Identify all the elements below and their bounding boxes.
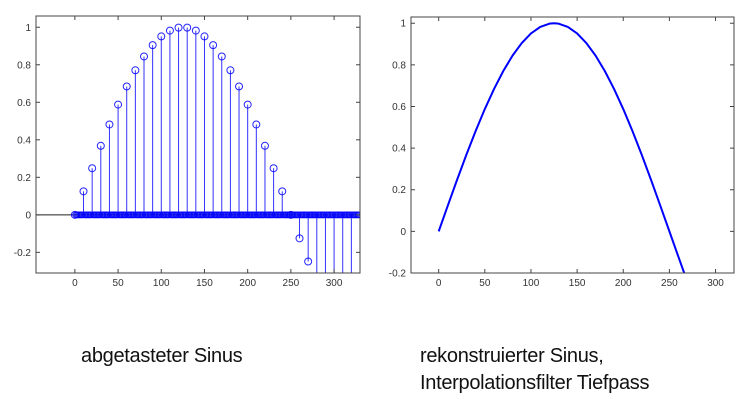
- x-tick-label: 200: [615, 278, 632, 289]
- plot-area: [437, 22, 686, 273]
- x-tick-label: 50: [113, 278, 125, 289]
- y-tick-label: 0.8: [392, 60, 406, 71]
- stem-marker: [331, 322, 338, 329]
- stem-marker: [339, 340, 346, 347]
- stem-marker: [295, 234, 304, 243]
- stem-marker: [200, 32, 209, 41]
- axes-box: [35, 15, 361, 274]
- stem-marker: [348, 356, 355, 363]
- x-tick-label: 150: [196, 278, 213, 289]
- y-tick-label: 0.6: [17, 98, 31, 109]
- stem-marker: [260, 141, 269, 150]
- x-tick-label: 200: [239, 278, 256, 289]
- stem-marker: [114, 100, 123, 109]
- plot-1: 0 50 100 150 200 250 300 -0.2 0 0.2 0.4 0.6 0.8 1: [14, 15, 364, 377]
- y-tick-label: 1: [400, 19, 406, 30]
- stem-marker: [226, 66, 235, 75]
- stem-marker: [217, 52, 226, 61]
- stem-marker: [252, 120, 261, 129]
- stem-marker: [148, 41, 157, 50]
- x-tick-label: 50: [479, 278, 491, 289]
- stem-marker: [235, 82, 244, 91]
- plot-area: [36, 23, 364, 377]
- stem-marker: [88, 164, 97, 173]
- x-tick-label: 300: [326, 278, 343, 289]
- stem-marker: [183, 23, 192, 32]
- caption-sampled-sine: abgetasteter Sinus: [81, 345, 243, 367]
- stem-marker: [269, 164, 278, 173]
- x-tick-label: 0: [72, 278, 78, 289]
- x-tick-label: 250: [283, 278, 300, 289]
- stem-marker: [209, 41, 218, 50]
- stem-marker: [70, 210, 79, 219]
- y-tick-label: 0.4: [17, 135, 31, 146]
- axes-box: [410, 16, 735, 274]
- stem-marker: [174, 23, 183, 32]
- stem-marker: [122, 82, 131, 91]
- x-tick-label: 300: [707, 278, 724, 289]
- y-tick-label: -0.2: [14, 248, 32, 259]
- x-tick-label: 250: [661, 278, 678, 289]
- caption-interpolation-filter: Interpolationsfilter Tiefpass: [420, 372, 650, 394]
- y-tick-label: 0.2: [17, 173, 31, 184]
- y-tick-label: 0: [25, 210, 31, 221]
- stem-marker: [79, 187, 88, 196]
- stem-marker: [357, 370, 364, 377]
- y-tick-label: 1: [25, 23, 31, 34]
- stem-marker: [140, 52, 148, 61]
- y-tick-label: 0.4: [392, 144, 406, 155]
- stem-marker: [322, 302, 329, 309]
- stem-marker: [278, 187, 287, 196]
- stem-marker: [304, 257, 313, 266]
- stem-marker: [105, 120, 114, 129]
- y-tick-label: -0.2: [389, 269, 407, 280]
- stem-marker: [286, 210, 295, 219]
- y-tick-label: 0: [400, 227, 406, 238]
- y-tick-label: 0.8: [17, 60, 31, 71]
- caption-reconstructed-sine: rekonstruierter Sinus,: [420, 345, 604, 367]
- y-tick-label: 0.2: [392, 185, 406, 196]
- stem-marker: [157, 32, 166, 41]
- reconstructed-line: [437, 22, 686, 273]
- x-tick-label: 150: [569, 278, 586, 289]
- x-tick-label: 100: [523, 278, 540, 289]
- y-tick-label: 0.6: [392, 102, 406, 113]
- stem-marker: [191, 26, 200, 35]
- x-tick-label: 100: [153, 278, 170, 289]
- plot-2: 0 50 100 150 200 250 300 -0.2 0 0.2 0.4 0.6 0.8 1: [389, 16, 735, 289]
- stem-marker: [165, 26, 174, 35]
- x-tick-label: 0: [436, 278, 442, 289]
- stem-marker: [131, 66, 140, 75]
- stem-marker: [313, 280, 320, 287]
- stem-marker: [96, 141, 105, 150]
- stem-marker: [243, 100, 252, 109]
